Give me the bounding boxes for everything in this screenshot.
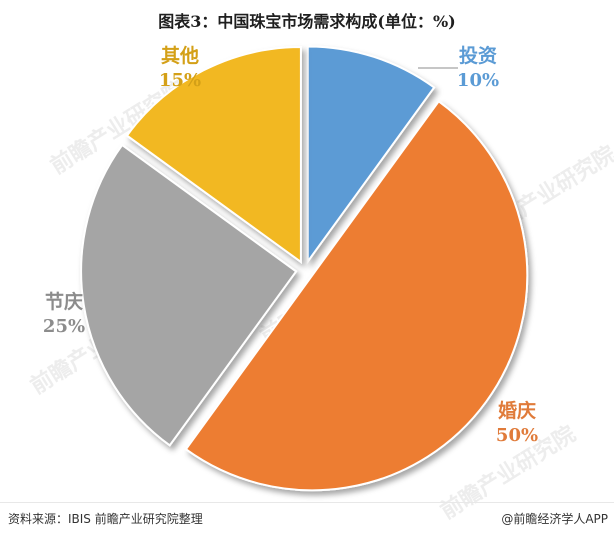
slice-value-other: 15% — [159, 70, 201, 91]
pie-slice-investment — [306, 45, 436, 265]
slice-value-investment: 10% — [457, 70, 499, 91]
source-note: 资料来源：IBIS 前瞻产业研究院整理 — [8, 512, 203, 526]
footer: 资料来源：IBIS 前瞻产业研究院整理 @前瞻经济学人APP — [0, 502, 614, 533]
slice-label-investment: 投资 — [459, 44, 497, 67]
pie-slice-wedding — [184, 99, 529, 492]
pie-slice-other — [125, 45, 302, 264]
pie-slice-festival — [80, 143, 298, 447]
slice-value-wedding: 50% — [496, 425, 538, 446]
chart-title: 图表3：中国珠宝市场需求构成(单位：%) — [158, 12, 456, 31]
brand-credit: @前瞻经济学人APP — [501, 512, 608, 526]
slice-label-festival: 节庆 — [45, 290, 83, 313]
slice-label-other: 其他 — [161, 44, 199, 67]
slice-value-festival: 25% — [43, 316, 85, 337]
slice-label-wedding: 婚庆 — [498, 399, 536, 422]
